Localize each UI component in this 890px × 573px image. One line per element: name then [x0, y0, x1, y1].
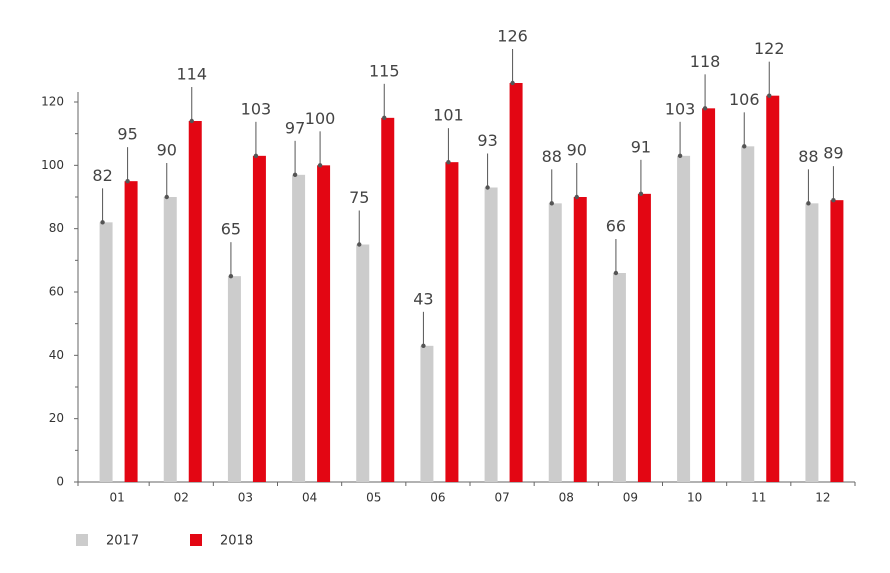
x-tick-label: 01 [109, 491, 124, 505]
x-tick-label: 12 [815, 491, 830, 505]
leader-dot [677, 153, 683, 159]
value-label: 103 [665, 99, 696, 118]
value-label: 43 [413, 289, 433, 308]
leader-dot [382, 115, 387, 121]
x-tick-label: 05 [366, 491, 381, 505]
leader-dot [485, 185, 490, 190]
leader-dot [253, 153, 259, 159]
leader-dot [125, 178, 130, 184]
value-label: 118 [690, 52, 721, 71]
leader-dot [742, 144, 747, 149]
value-label: 89 [823, 144, 843, 163]
x-tick-label: 02 [174, 491, 189, 505]
value-label: 90 [567, 141, 587, 160]
bar [317, 165, 331, 483]
leader-dot [446, 159, 451, 165]
value-label: 91 [631, 137, 651, 156]
leader-dot [806, 201, 811, 206]
value-label: 88 [798, 147, 818, 166]
bar [445, 162, 459, 482]
bar [548, 203, 562, 483]
value-label: 88 [542, 147, 562, 166]
bar [741, 146, 755, 483]
bar [509, 83, 523, 482]
value-label: 100 [305, 109, 336, 128]
bar [677, 155, 691, 483]
legend-label: 2017 [106, 534, 139, 549]
bar [124, 181, 138, 482]
leader-dot [549, 201, 554, 206]
value-label: 90 [157, 141, 177, 160]
value-label: 114 [176, 65, 207, 84]
x-tick-label: 08 [559, 491, 574, 505]
bar [356, 244, 370, 482]
value-label: 97 [285, 118, 305, 137]
y-tick-label: 100 [41, 158, 64, 172]
x-tick-label: 07 [494, 491, 509, 505]
leader-dot [164, 194, 169, 200]
bar [766, 95, 780, 483]
leader-dot [767, 93, 772, 98]
leader-dot [100, 220, 105, 225]
leader-dot [702, 106, 708, 111]
x-tick-label: 06 [430, 491, 445, 505]
bar [830, 200, 844, 482]
value-label: 101 [433, 106, 464, 125]
leader-dot [228, 273, 234, 279]
leader-dot [510, 80, 515, 86]
leader-dot [421, 343, 426, 349]
value-label: 103 [241, 99, 272, 118]
value-label: 66 [606, 217, 626, 236]
leader-dot [317, 163, 323, 168]
value-label: 93 [477, 131, 497, 150]
leader-dot [613, 270, 619, 276]
value-label: 115 [369, 61, 400, 80]
leader-dot [292, 172, 298, 178]
leader-dot [189, 118, 194, 124]
value-label: 122 [754, 39, 785, 58]
bar [805, 203, 819, 483]
legend-swatch [76, 534, 88, 546]
bar [227, 276, 241, 482]
leader-dot [638, 191, 644, 197]
x-tick-label: 03 [238, 491, 253, 505]
bar [292, 174, 306, 483]
value-label: 82 [92, 166, 112, 185]
x-tick-label: 10 [687, 491, 702, 505]
bar [381, 117, 395, 482]
y-tick-label: 20 [49, 411, 64, 425]
bar [420, 345, 434, 482]
x-tick-label: 09 [623, 491, 638, 505]
bar [612, 273, 626, 482]
bar [702, 108, 716, 482]
value-label: 65 [221, 220, 241, 239]
bar [163, 197, 177, 482]
value-label: 95 [117, 125, 137, 144]
y-tick-label: 60 [49, 285, 64, 299]
legend-label: 2018 [220, 534, 253, 549]
leader-dot [574, 194, 579, 200]
value-label: 126 [497, 27, 528, 46]
leader-dot [357, 242, 362, 247]
value-label: 75 [349, 188, 369, 207]
x-tick-label: 11 [751, 491, 766, 505]
y-tick-label: 80 [49, 221, 64, 235]
value-label: 106 [729, 90, 760, 109]
y-tick-label: 120 [41, 95, 64, 109]
bar [637, 193, 651, 483]
y-tick-label: 40 [49, 348, 64, 362]
bar [99, 222, 113, 483]
bar [573, 197, 587, 482]
bar [484, 187, 498, 482]
bar [188, 121, 202, 482]
x-tick-label: 04 [302, 491, 317, 505]
leader-dot [831, 197, 836, 203]
y-tick-label: 0 [56, 475, 64, 489]
legend-swatch [190, 534, 202, 546]
bar [252, 155, 266, 483]
